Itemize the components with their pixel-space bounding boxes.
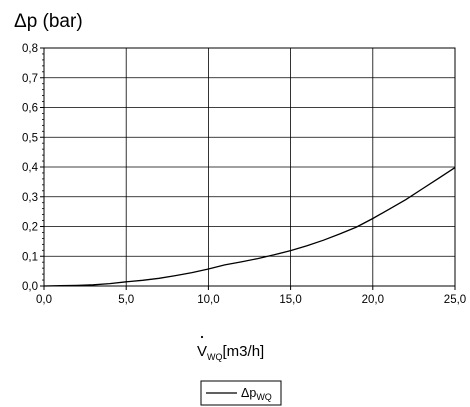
y-tick-label: 0,3 xyxy=(22,192,38,204)
y-tick-label: 0,1 xyxy=(22,251,38,263)
x-tick-label: 0,0 xyxy=(36,294,52,306)
legend-entry: ΔpWQ xyxy=(241,386,272,402)
grid xyxy=(44,48,455,286)
x-axis-title-symbol: V xyxy=(197,343,207,360)
y-tick-label: 0,2 xyxy=(22,222,38,234)
y-axis: 0,0 0,1 0,2 0,3 0,4 0,5 0,6 0,7 0,8 xyxy=(22,43,44,293)
series-line-dp-wq xyxy=(43,167,456,287)
y-tick-label: 0,4 xyxy=(22,162,39,174)
x-axis-title: VWQ[m3/h] xyxy=(197,335,264,362)
legend-entry-name: Δp xyxy=(241,386,256,400)
y-tick-label: 0,7 xyxy=(22,73,38,85)
x-tick-label: 10,0 xyxy=(197,294,219,306)
x-tick-label: 15,0 xyxy=(279,294,301,306)
x-tick-label: 25,0 xyxy=(444,294,466,306)
y-tick-label: 0,5 xyxy=(22,132,38,144)
svg-text:VWQ[m3/h]: VWQ[m3/h] xyxy=(197,343,264,362)
x-axis: 0,0 5,0 10,0 15,0 20,0 25,0 xyxy=(36,286,466,306)
x-axis-title-subscript: WQ xyxy=(207,352,223,362)
legend-entry-subscript: WQ xyxy=(256,392,272,402)
x-tick-label: 20,0 xyxy=(362,294,384,306)
x-axis-title-unit: [m3/h] xyxy=(223,343,265,360)
y-tick-label: 0,6 xyxy=(22,103,38,115)
x-axis-title-dot xyxy=(200,335,204,339)
y-axis-title: Δp (bar) xyxy=(14,11,83,32)
legend: ΔpWQ xyxy=(200,380,282,406)
y-tick-label: 0,8 xyxy=(22,43,38,55)
y-tick-label: 0,0 xyxy=(22,281,38,293)
x-tick-label: 5,0 xyxy=(118,294,134,306)
